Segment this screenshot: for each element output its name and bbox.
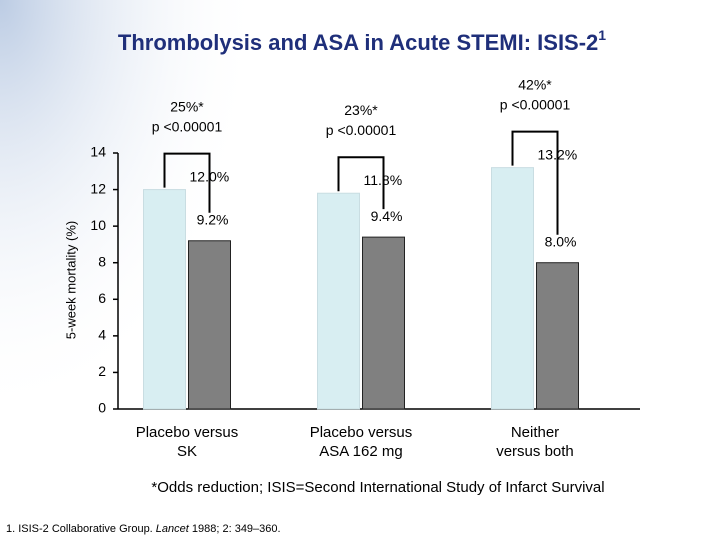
bar: [491, 167, 534, 410]
x-tick-label: Neither versus both: [496, 424, 574, 460]
chart-title: Thrombolysis and ASA in Acute STEMI: ISI…: [118, 27, 606, 55]
value-label: 9.2%: [197, 211, 229, 227]
value-label: 8.0%: [545, 233, 577, 249]
y-axis-label: 5-week mortality (%): [63, 221, 78, 339]
y-tick-label: 0: [98, 400, 106, 416]
annotation-line: p <0.00001: [326, 122, 397, 138]
y-tick-label: 2: [98, 363, 106, 379]
title-superscript: 1: [598, 27, 606, 43]
reference: 1. ISIS-2 Collaborative Group. Lancet 19…: [6, 523, 281, 535]
x-tick-label: Placebo versus ASA 162 mg: [310, 424, 413, 460]
y-tick-label: 6: [98, 290, 106, 306]
x-tick-label-line: SK: [177, 443, 197, 460]
y-tick-label: 10: [90, 217, 106, 233]
footnote: *Odds reduction; ISIS=Second Internation…: [151, 479, 604, 496]
x-tick-label: Placebo versus SK: [136, 424, 239, 460]
y-tick-label: 8: [98, 253, 106, 269]
reference-text: 1. ISIS-2 Collaborative Group.: [6, 523, 156, 535]
y-tick-label: 14: [90, 144, 106, 160]
reference-journal: Lancet: [156, 523, 190, 535]
annotation-line: 42%*: [518, 76, 552, 92]
x-tick-label-line: Placebo versus: [136, 424, 239, 441]
bracket: [511, 130, 559, 235]
y-tick-label: 4: [98, 327, 106, 343]
x-tick-label-line: Placebo versus: [310, 424, 413, 441]
annotation-line: 23%*: [344, 102, 378, 118]
x-tick-label-line: versus both: [496, 443, 574, 460]
annotation-line: p <0.00001: [152, 118, 223, 134]
x-tick-label-line: ASA 162 mg: [319, 443, 402, 460]
bar: [317, 192, 360, 410]
bar: [143, 189, 186, 410]
annotation: 42%* p <0.00001: [500, 76, 571, 112]
bar: [188, 240, 231, 410]
bar: [362, 236, 405, 410]
annotation: 23%* p <0.00001: [326, 102, 397, 138]
value-label: 9.4%: [371, 208, 403, 224]
bar: [536, 262, 579, 410]
title-text: Thrombolysis and ASA in Acute STEMI: ISI…: [118, 30, 598, 55]
bracket: [163, 152, 211, 213]
annotation-line: 25%*: [170, 98, 204, 114]
x-tick-label-line: Neither: [511, 424, 559, 441]
bracket: [337, 156, 385, 210]
reference-text: 1988; 2: 349–360.: [189, 523, 281, 535]
annotation: 25%* p <0.00001: [152, 98, 223, 134]
annotation-line: p <0.00001: [500, 96, 571, 112]
y-tick-label: 12: [90, 180, 106, 196]
